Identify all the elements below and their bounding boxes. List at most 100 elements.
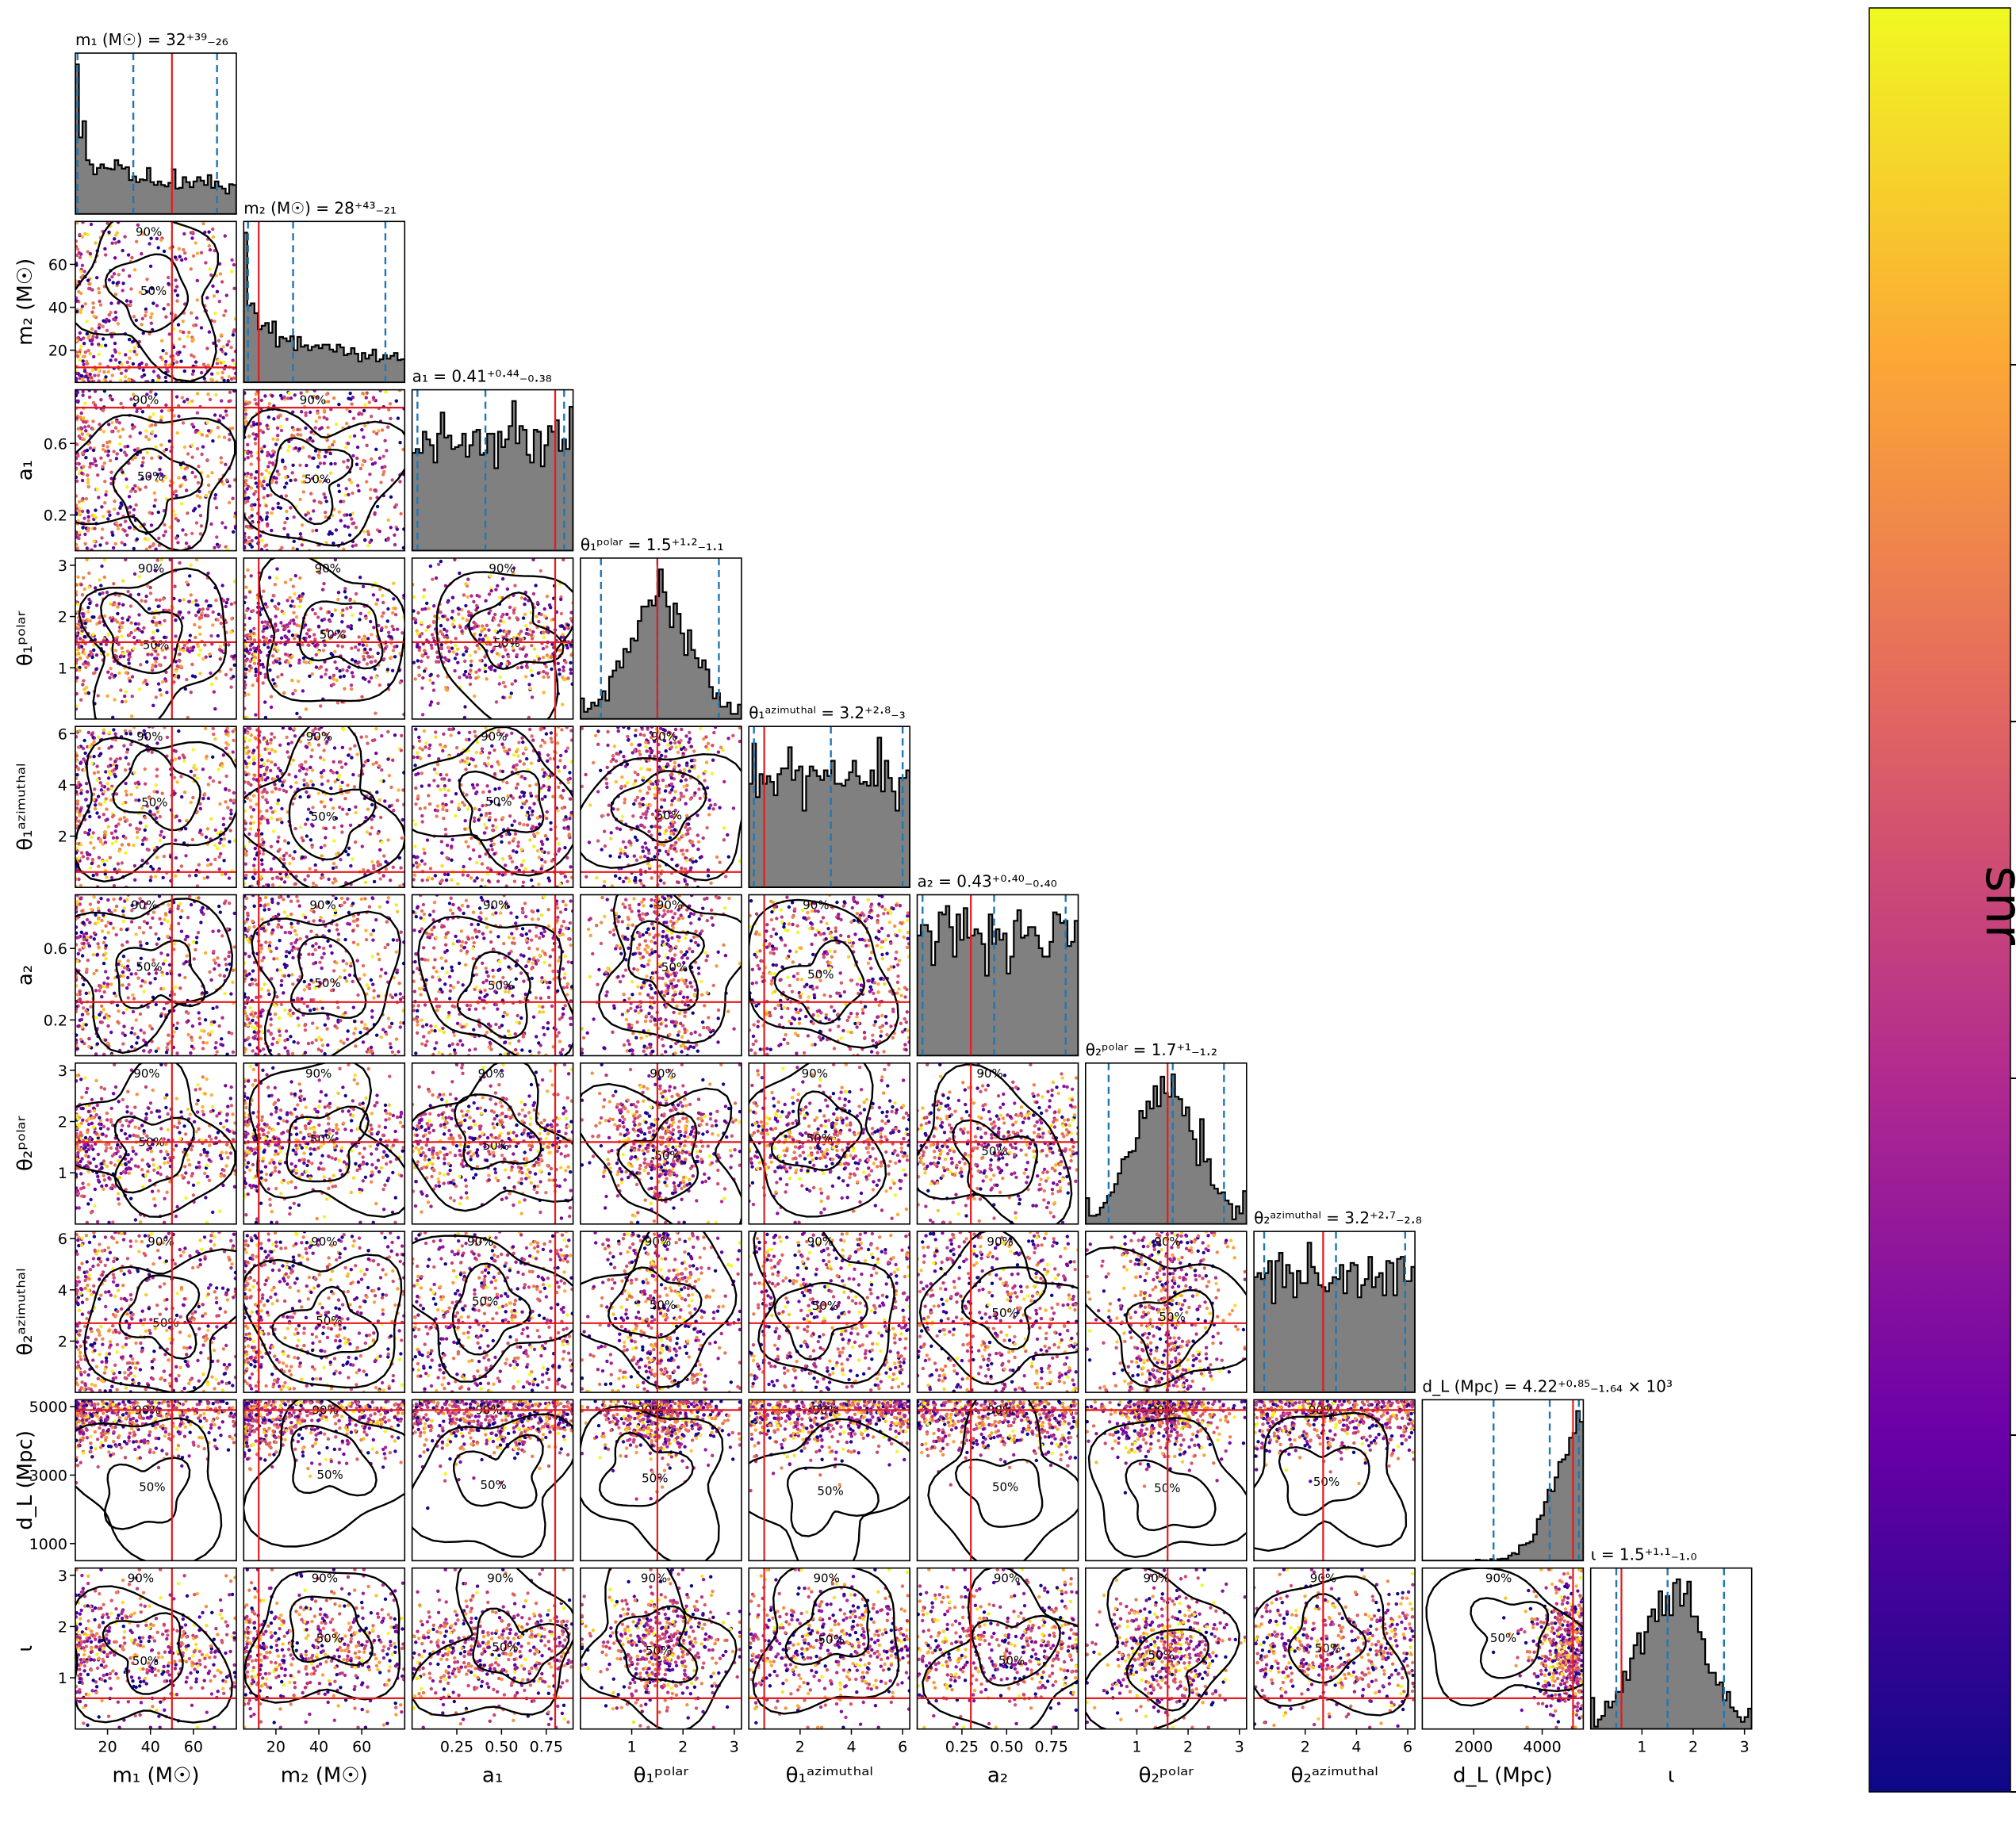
scatter-point: [121, 579, 125, 583]
scatter-point: [344, 487, 348, 491]
scatter-point: [184, 542, 189, 546]
scatter-point: [417, 673, 421, 677]
scatter-point: [547, 603, 552, 607]
scatter-point: [110, 241, 114, 245]
scatter-point: [488, 811, 492, 815]
scatter-point: [153, 498, 158, 502]
scatter-point: [125, 732, 128, 736]
scatter-point: [477, 855, 482, 859]
scatter-point: [532, 833, 536, 836]
scatter-point: [116, 605, 120, 609]
scatter-point: [352, 434, 357, 438]
scatter-point: [260, 472, 264, 477]
scatter-point: [541, 646, 546, 651]
scatter-point: [254, 489, 258, 494]
scatter-point: [528, 838, 532, 842]
scatter-point: [133, 622, 138, 626]
scatter-point: [135, 785, 139, 790]
scatter-point: [144, 547, 149, 551]
scatter-point: [330, 612, 334, 617]
scatter-point: [228, 438, 232, 442]
scatter-point: [657, 787, 661, 791]
scatter-point: [191, 748, 195, 752]
scatter-point: [288, 595, 292, 599]
scatter-point: [212, 341, 216, 345]
scatter-point: [270, 480, 274, 484]
scatter-point: [110, 398, 114, 402]
scatter-point: [249, 666, 253, 670]
scatter-point: [414, 861, 419, 865]
scatter-point: [226, 806, 230, 810]
scatter-point: [299, 410, 304, 414]
scatter-point: [287, 772, 291, 777]
scatter-point: [453, 657, 458, 660]
scatter-point: [350, 646, 354, 650]
contour-90: [243, 408, 405, 547]
scatter-point: [151, 630, 155, 634]
scatter-point: [124, 836, 128, 840]
scatter-point: [252, 863, 256, 867]
scatter-point: [79, 310, 83, 315]
scatter-point: [125, 299, 129, 303]
scatter-panel-m2-a1: 90%50%: [243, 389, 406, 552]
scatter-point: [540, 797, 544, 801]
scatter-point: [348, 391, 352, 396]
scatter-point: [557, 842, 561, 846]
scatter-point: [435, 804, 440, 808]
scatter-point: [274, 660, 278, 664]
scatter-point: [416, 794, 420, 798]
scatter-point: [472, 620, 476, 625]
scatter-point: [491, 828, 495, 833]
scatter-point: [266, 821, 270, 825]
scatter-point: [367, 679, 371, 683]
scatter-point: [105, 875, 109, 879]
scatter-point: [80, 304, 85, 308]
scatter-point: [101, 591, 105, 595]
scatter-point: [381, 611, 385, 615]
scatter-point: [122, 816, 126, 820]
scatter-point: [123, 529, 127, 533]
scatter-point: [364, 396, 368, 400]
scatter-point: [475, 741, 480, 745]
scatter-point: [97, 379, 101, 383]
scatter-point: [180, 396, 184, 400]
scatter-point: [179, 775, 183, 779]
scatter-point: [530, 633, 534, 637]
scatter-point: [177, 658, 181, 663]
scatter-point: [85, 371, 89, 376]
scatter-point: [78, 509, 82, 513]
scatter-point: [302, 636, 306, 641]
scatter-point: [362, 650, 366, 655]
scatter-point: [547, 785, 551, 790]
scatter-point: [565, 645, 569, 650]
scatter-point: [92, 354, 96, 359]
scatter-point: [316, 743, 321, 747]
scatter-point: [167, 439, 171, 443]
scatter-point: [321, 875, 325, 879]
scatter-point: [222, 836, 226, 841]
scatter-point: [164, 359, 168, 364]
scatter-point: [133, 489, 137, 493]
scatter-point: [135, 239, 139, 243]
scatter-point: [266, 415, 270, 419]
scatter-point: [445, 658, 449, 662]
scatter-point: [221, 817, 226, 821]
scatter-point: [439, 559, 443, 564]
scatter-point: [96, 473, 100, 477]
scatter-point: [183, 251, 187, 255]
scatter-point: [540, 738, 545, 742]
scatter-point: [213, 413, 217, 417]
scatter-point: [286, 875, 290, 879]
scatter-point: [263, 486, 266, 491]
scatter-point: [260, 778, 264, 782]
scatter-point: [316, 570, 320, 574]
scatter-point: [252, 646, 256, 650]
scatter-point: [182, 756, 186, 760]
scatter-point: [159, 355, 163, 359]
scatter-point: [180, 258, 184, 262]
scatter-point: [478, 658, 482, 663]
scatter-point: [454, 792, 458, 796]
scatter-point: [504, 648, 508, 652]
scatter-point: [528, 727, 532, 732]
scatter-point: [107, 730, 112, 734]
